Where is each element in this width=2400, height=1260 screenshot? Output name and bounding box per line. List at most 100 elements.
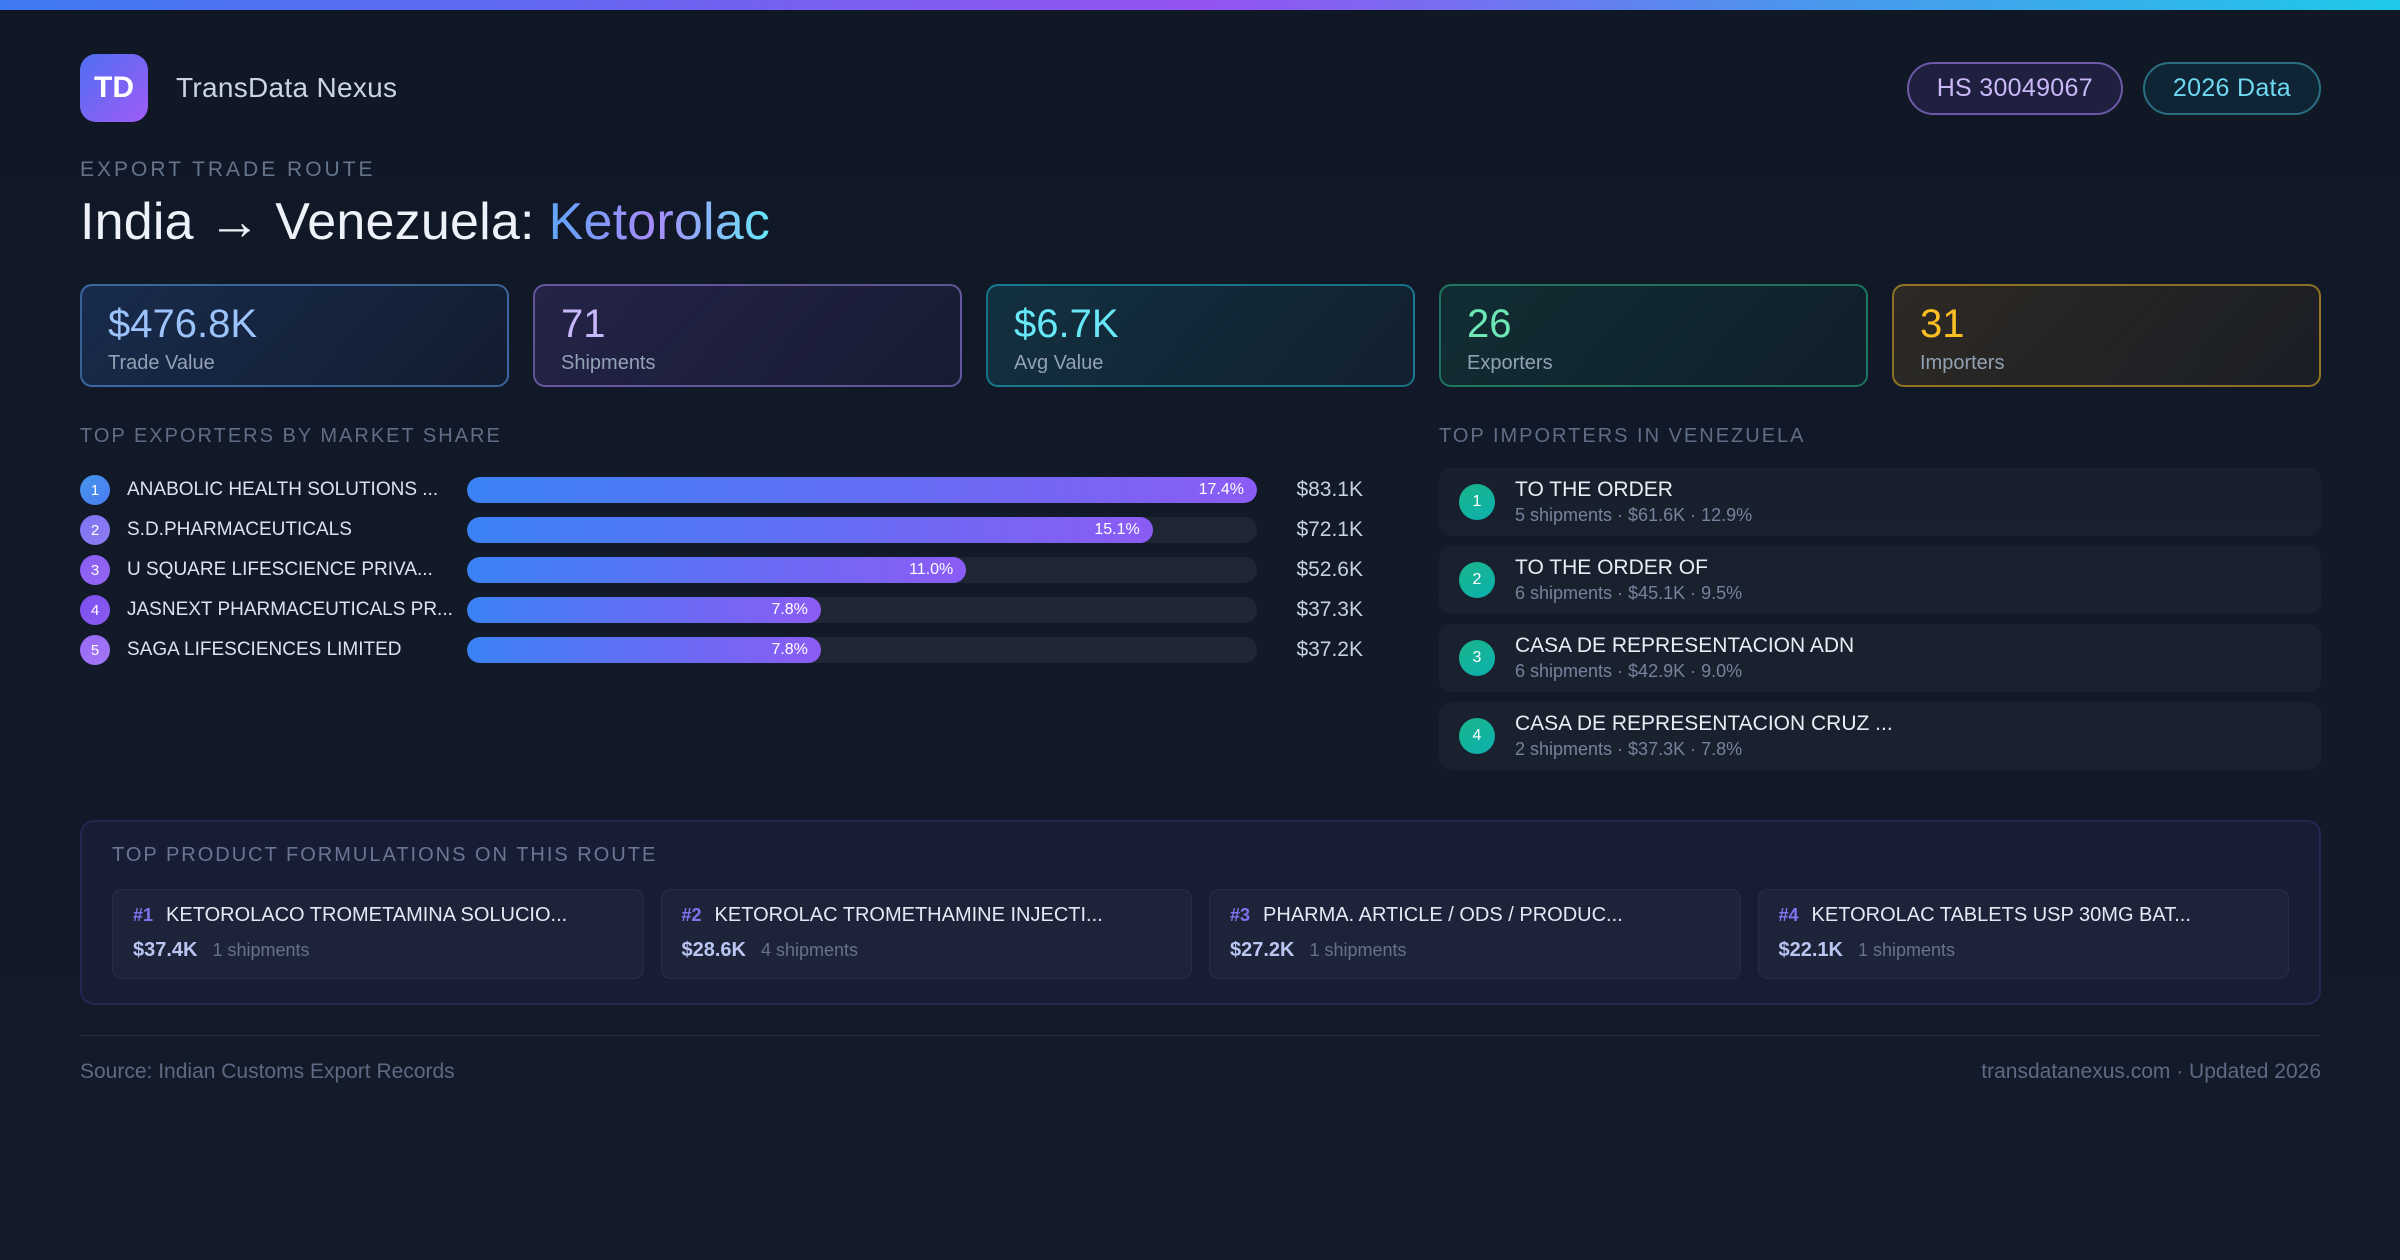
bar-fill: 7.8%: [467, 597, 821, 623]
product-rank: #1: [133, 905, 154, 925]
data-year-badge[interactable]: 2026 Data: [2142, 61, 2321, 115]
importers-section: TOP IMPORTERS IN VENEZUELA 1 TO THE ORDE…: [1439, 425, 2321, 780]
page-title-product: Ketorolac: [548, 193, 771, 251]
importer-info: CASA DE REPRESENTACION CRUZ ... 2 shipme…: [1515, 712, 1893, 760]
stat-value: $476.8K: [108, 302, 258, 346]
product-head: #3 PHARMA. ARTICLE / ODS / PRODUC...: [1230, 904, 1720, 927]
product-value: $27.2K: [1230, 939, 1295, 961]
product-card: #4 KETOROLAC TABLETS USP 30MG BAT... $22…: [1757, 889, 2289, 979]
importer-meta: 5 shipments · $61.6K · 12.9%: [1515, 505, 1753, 525]
importer-info: TO THE ORDER OF 6 shipments · $45.1K · 9…: [1515, 556, 1742, 604]
rank-badge: 3: [1459, 640, 1495, 676]
share-label: 7.8%: [771, 641, 808, 658]
importer-info: CASA DE REPRESENTACION ADN 6 shipments ·…: [1515, 634, 1854, 682]
share-label: 15.1%: [1094, 521, 1140, 538]
product-value: $22.1K: [1778, 939, 1844, 961]
importer-name: TO THE ORDER OF: [1515, 556, 1708, 579]
stat-card-avg-value: $6.7K Avg Value: [986, 284, 1415, 387]
product-rank: #4: [1778, 905, 1799, 925]
bar-track: 15.1%: [467, 517, 1257, 543]
product-rank: #2: [681, 905, 702, 925]
product-foot: $28.6K 4 shipments: [682, 939, 1172, 962]
rank-badge: 1: [80, 475, 110, 505]
stat-label: Exporters: [1467, 352, 1553, 375]
product-card: #2 KETOROLAC TROMETHAMINE INJECTI... $28…: [660, 889, 1192, 979]
exporter-row: 4 JASNEXT PHARMACEUTICALS PR... 7.8% $37…: [80, 590, 1363, 630]
importer-item: 4 CASA DE REPRESENTACION CRUZ ... 2 ship…: [1439, 702, 2321, 770]
importers-section-title: TOP IMPORTERS IN VENEZUELA: [1439, 425, 1806, 447]
product-head: #4 KETOROLAC TABLETS USP 30MG BAT...: [1779, 904, 2269, 927]
exporter-value: $37.3K: [1296, 598, 1363, 621]
stat-card-exporters: 26 Exporters: [1439, 284, 1868, 387]
accent-gradient-strip: [0, 0, 2400, 10]
exporter-row: 1 ANABOLIC HEALTH SOLUTIONS ... 17.4% $8…: [80, 470, 1363, 510]
importer-meta: 6 shipments · $45.1K · 9.5%: [1515, 583, 1743, 603]
app-name: TransData Nexus: [176, 72, 398, 103]
importer-name: TO THE ORDER: [1515, 478, 1673, 501]
stat-card-importers: 31 Importers: [1892, 284, 2321, 387]
product-card: #1 KETOROLACO TROMETAMINA SOLUCIO... $37…: [112, 889, 644, 979]
exporter-name: S.D.PHARMACEUTICALS: [127, 519, 352, 540]
dashboard-page: TD TransData Nexus HS 30049067 2026 Data…: [0, 10, 2400, 1084]
route-eyebrow: EXPORT TRADE ROUTE: [80, 158, 376, 181]
stat-value: 31: [1920, 302, 1965, 346]
product-name: PHARMA. ARTICLE / ODS / PRODUC...: [1263, 904, 1623, 926]
header-badges: HS 30049067 2026 Data: [1906, 61, 2321, 115]
product-name: KETOROLAC TABLETS USP 30MG BAT...: [1811, 904, 2191, 926]
share-label: 7.8%: [771, 601, 808, 618]
rank-badge: 2: [1459, 562, 1495, 598]
importers-list: 1 TO THE ORDER 5 shipments · $61.6K · 12…: [1439, 468, 2321, 770]
stat-cards: $476.8K Trade Value 71 Shipments $6.7K A…: [80, 284, 2321, 387]
stat-value: 26: [1467, 302, 1512, 346]
exporters-section: TOP EXPORTERS BY MARKET SHARE 1 ANABOLIC…: [80, 425, 1363, 780]
product-foot: $37.4K 1 shipments: [133, 939, 623, 962]
exporter-name: U SQUARE LIFESCIENCE PRIVA...: [127, 559, 433, 580]
hs-code-badge[interactable]: HS 30049067: [1906, 61, 2123, 115]
rank-badge: 5: [80, 635, 110, 665]
product-name: KETOROLAC TROMETHAMINE INJECTI...: [714, 904, 1103, 926]
header: TD TransData Nexus HS 30049067 2026 Data: [80, 54, 2321, 122]
product-head: #1 KETOROLACO TROMETAMINA SOLUCIO...: [133, 904, 623, 927]
importer-name: CASA DE REPRESENTACION ADN: [1515, 634, 1855, 657]
stat-label: Importers: [1920, 352, 2005, 375]
stat-value: 71: [561, 302, 606, 346]
main-content: TOP EXPORTERS BY MARKET SHARE 1 ANABOLIC…: [80, 425, 2321, 780]
importer-meta: 6 shipments · $42.9K · 9.0%: [1515, 661, 1743, 681]
share-label: 17.4%: [1198, 481, 1244, 498]
exporter-value: $52.6K: [1296, 558, 1363, 581]
bar-fill: 7.8%: [467, 637, 821, 663]
bar-track: 7.8%: [467, 637, 1257, 663]
exporter-value: $83.1K: [1296, 478, 1363, 501]
exporters-bar-chart: 1 ANABOLIC HEALTH SOLUTIONS ... 17.4% $8…: [80, 470, 1363, 670]
bar-fill: 15.1%: [467, 517, 1153, 543]
exporter-row: 3 U SQUARE LIFESCIENCE PRIVA... 11.0% $5…: [80, 550, 1363, 590]
products-panel-title: TOP PRODUCT FORMULATIONS ON THIS ROUTE: [112, 844, 658, 866]
exporter-value: $72.1K: [1296, 518, 1363, 541]
footer-site: transdatanexus.com · Updated 2026: [1981, 1060, 2321, 1083]
product-value: $37.4K: [133, 939, 198, 961]
importer-info: TO THE ORDER 5 shipments · $61.6K · 12.9…: [1515, 478, 1752, 526]
importer-name: CASA DE REPRESENTACION CRUZ ...: [1515, 712, 1893, 735]
stat-label: Trade Value: [108, 352, 215, 375]
product-name: KETOROLACO TROMETAMINA SOLUCIO...: [166, 904, 568, 926]
exporter-name: SAGA LIFESCIENCES LIMITED: [127, 639, 402, 660]
stat-card-shipments: 71 Shipments: [533, 284, 962, 387]
products-panel: TOP PRODUCT FORMULATIONS ON THIS ROUTE #…: [80, 820, 2321, 1005]
product-shipments: 1 shipments: [1309, 940, 1407, 960]
stat-value: $6.7K: [1014, 302, 1119, 346]
exporter-name: JASNEXT PHARMACEUTICALS PR...: [127, 599, 453, 620]
exporters-section-title: TOP EXPORTERS BY MARKET SHARE: [80, 425, 502, 447]
product-cards: #1 KETOROLACO TROMETAMINA SOLUCIO... $37…: [112, 889, 2289, 979]
bar-track: 7.8%: [467, 597, 1257, 623]
footer: Source: Indian Customs Export Records tr…: [80, 1035, 2321, 1084]
product-value: $28.6K: [681, 939, 747, 961]
importer-item: 1 TO THE ORDER 5 shipments · $61.6K · 12…: [1439, 468, 2321, 536]
brand: TD TransData Nexus: [80, 54, 397, 122]
page-title: India → Venezuela: Ketorolac: [80, 192, 2321, 252]
importer-meta: 2 shipments · $37.3K · 7.8%: [1515, 739, 1743, 759]
exporter-name: ANABOLIC HEALTH SOLUTIONS ...: [127, 479, 439, 500]
bar-track: 11.0%: [467, 557, 1257, 583]
stat-label: Avg Value: [1014, 352, 1104, 375]
product-shipments: 4 shipments: [761, 940, 859, 960]
product-foot: $22.1K 1 shipments: [1779, 939, 2269, 962]
